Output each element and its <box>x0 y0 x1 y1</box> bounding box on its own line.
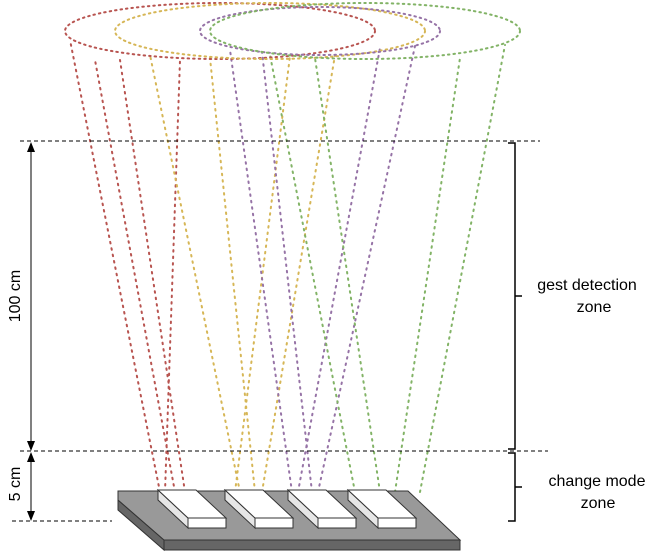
sensor-module-2 <box>223 488 295 530</box>
ray-sensor4-1 <box>269 54 356 493</box>
detection-ellipse-4 <box>209 2 521 60</box>
sensor-top-4 <box>346 489 418 519</box>
ray-sensor1-1 <box>69 39 161 493</box>
sensor-top-1 <box>156 489 228 519</box>
ray-sensor3-2 <box>261 51 313 493</box>
ray-sensor4-2 <box>314 57 381 493</box>
distance-5cm-label: 5 cm <box>7 467 24 502</box>
distance-100cm-label: 100 cm <box>7 270 24 322</box>
sensor-top-2 <box>223 489 295 519</box>
sensor-front-2 <box>254 517 294 529</box>
ray-sensor4-4 <box>419 44 506 493</box>
ray-sensor3-1 <box>229 49 293 493</box>
sensor-front-4 <box>377 517 417 529</box>
ray-sensor1-4 <box>164 59 181 493</box>
gesture-zone-bracket <box>508 142 522 450</box>
detection-ellipse-3 <box>199 6 441 56</box>
gesture-zone-label-line2: zone <box>577 299 612 316</box>
detection-range-ellipses <box>64 2 521 60</box>
change-mode-label-line2: zone <box>581 495 616 512</box>
board-bottom-edge <box>163 539 461 551</box>
change-mode-label-line1: change mode <box>549 473 646 490</box>
ray-sensor2-2 <box>209 57 256 493</box>
sensor-top-3 <box>286 489 358 519</box>
distance-100cm-arrow <box>27 142 35 451</box>
ray-sensor3-3 <box>297 47 381 493</box>
ray-sensor1-3 <box>119 59 186 493</box>
sensor-module-1 <box>156 488 228 530</box>
sensor-front-3 <box>317 517 357 529</box>
ray-sensor1-2 <box>94 59 176 493</box>
sensor-module-4 <box>346 488 418 530</box>
ray-sensor2-4 <box>261 54 336 493</box>
ray-sensor2-1 <box>149 54 241 493</box>
ray-sensor3-4 <box>317 45 416 493</box>
sensor-front-1 <box>187 517 227 529</box>
sensor-modules <box>156 488 418 530</box>
ray-sensor2-3 <box>234 55 291 493</box>
detection-ellipse-1 <box>64 2 376 60</box>
sensor-detection-rays <box>69 39 506 493</box>
detection-ellipse-2 <box>114 2 426 60</box>
distance-5cm-arrow <box>27 452 35 521</box>
gesture-zone-label-line1: gest detection <box>537 277 637 294</box>
ray-sensor4-3 <box>394 57 461 493</box>
change-mode-zone-bracket <box>508 452 522 522</box>
sensor-module-3 <box>286 488 358 530</box>
